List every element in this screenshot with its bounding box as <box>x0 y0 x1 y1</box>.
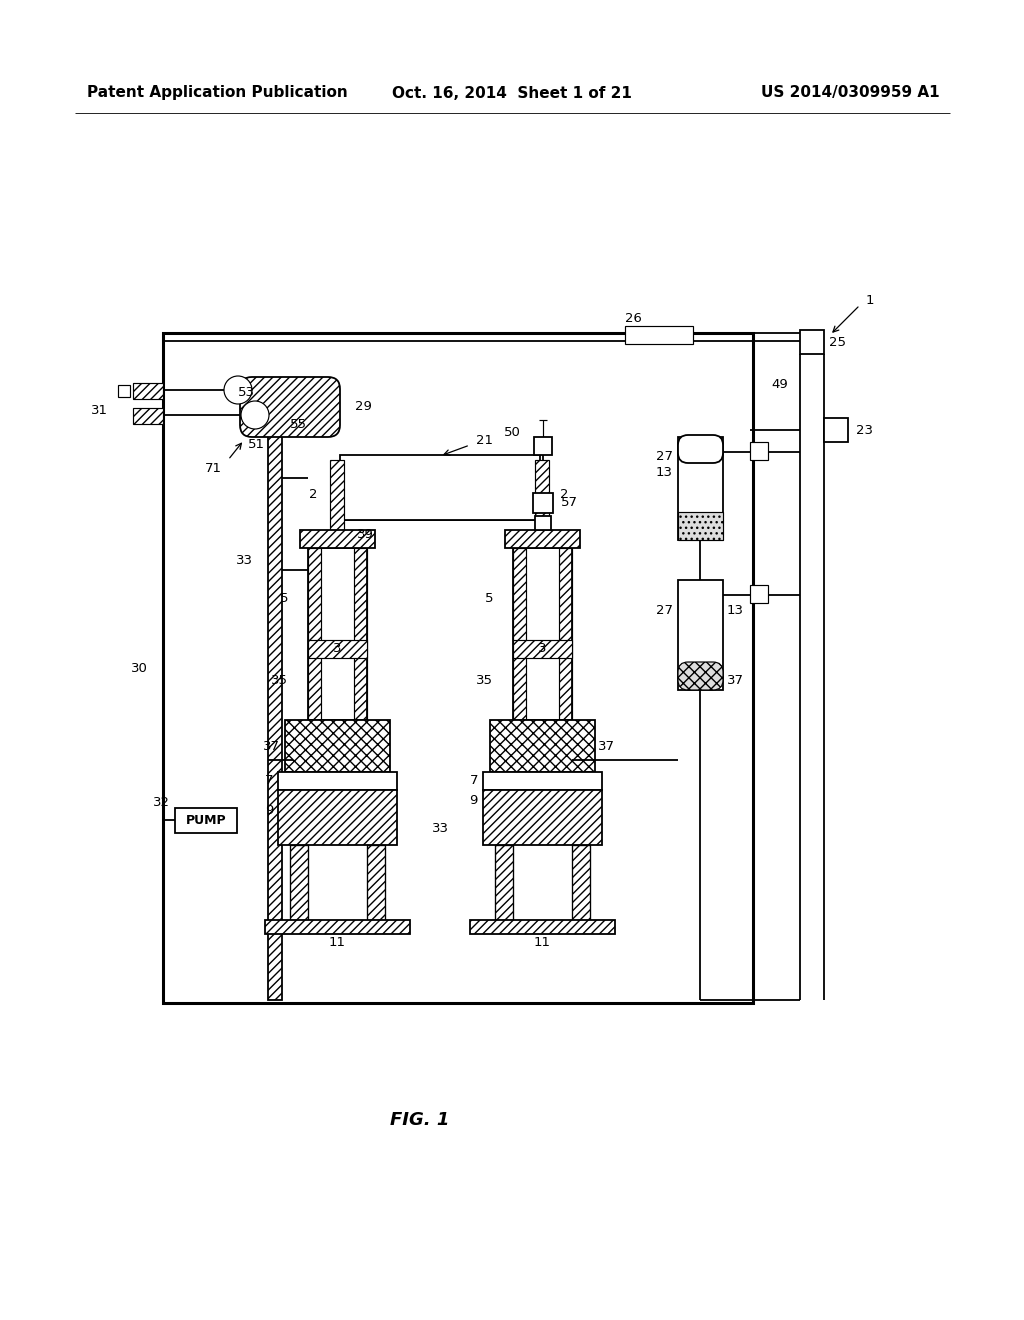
FancyBboxPatch shape <box>678 663 723 690</box>
FancyBboxPatch shape <box>240 378 340 437</box>
Bar <box>513 640 572 657</box>
Text: 53: 53 <box>238 385 255 399</box>
Text: 71: 71 <box>205 462 222 474</box>
Bar <box>625 326 693 345</box>
Text: 23: 23 <box>856 424 873 437</box>
Bar <box>133 408 163 424</box>
Text: 37: 37 <box>263 739 280 752</box>
Bar <box>367 845 385 920</box>
Bar <box>133 383 163 399</box>
Bar <box>534 492 553 513</box>
Bar <box>175 808 237 833</box>
Text: 7: 7 <box>469 775 478 788</box>
Bar <box>678 437 723 540</box>
Bar <box>367 845 385 920</box>
Bar <box>800 330 824 354</box>
Text: 27: 27 <box>656 603 673 616</box>
Circle shape <box>241 401 269 429</box>
Text: 11: 11 <box>534 936 551 949</box>
Bar <box>678 579 723 690</box>
Text: 26: 26 <box>625 312 642 325</box>
Text: 30: 30 <box>131 661 148 675</box>
Bar <box>163 333 753 1003</box>
Text: 57: 57 <box>561 495 578 508</box>
Text: 50: 50 <box>504 425 521 438</box>
Text: Patent Application Publication: Patent Application Publication <box>87 86 348 100</box>
Text: 7: 7 <box>264 775 273 788</box>
Bar <box>513 548 572 719</box>
Bar <box>490 719 595 772</box>
Text: 25: 25 <box>829 335 846 348</box>
Text: 11: 11 <box>329 936 345 949</box>
Text: 33: 33 <box>431 821 449 834</box>
Text: 13: 13 <box>727 603 744 616</box>
Text: 2: 2 <box>560 488 568 502</box>
Bar <box>330 459 344 531</box>
Text: 3: 3 <box>538 642 546 655</box>
Text: PUMP: PUMP <box>185 813 226 826</box>
Bar <box>495 845 513 920</box>
Bar <box>308 548 367 719</box>
Bar <box>678 512 723 540</box>
Text: 13: 13 <box>656 466 673 479</box>
Bar <box>483 772 602 789</box>
FancyBboxPatch shape <box>678 436 723 463</box>
Text: 32: 32 <box>153 796 170 809</box>
Text: 27: 27 <box>656 450 673 463</box>
Bar <box>534 437 552 455</box>
Bar <box>513 548 526 719</box>
Text: US 2014/0309959 A1: US 2014/0309959 A1 <box>762 86 940 100</box>
Text: 31: 31 <box>91 404 108 417</box>
Bar <box>268 429 282 1001</box>
Bar <box>750 585 768 603</box>
Text: 9: 9 <box>264 804 273 817</box>
Bar <box>559 548 572 719</box>
Bar <box>572 845 590 920</box>
Bar <box>483 789 602 845</box>
Text: 49: 49 <box>771 379 788 392</box>
Bar <box>265 920 410 935</box>
Bar <box>750 442 768 459</box>
Text: 39: 39 <box>357 528 374 541</box>
Text: 35: 35 <box>476 673 493 686</box>
Text: 37: 37 <box>727 673 744 686</box>
Text: 35: 35 <box>271 673 288 686</box>
Text: 3: 3 <box>333 642 341 655</box>
Bar <box>535 459 549 531</box>
Bar <box>340 455 540 520</box>
Bar <box>470 920 615 935</box>
Bar <box>118 385 130 397</box>
Text: 21: 21 <box>476 433 493 446</box>
Bar <box>824 418 848 442</box>
Text: 29: 29 <box>355 400 372 413</box>
Bar <box>572 845 590 920</box>
Text: 5: 5 <box>280 591 288 605</box>
Text: Oct. 16, 2014  Sheet 1 of 21: Oct. 16, 2014 Sheet 1 of 21 <box>392 86 632 100</box>
Text: 2: 2 <box>309 488 318 502</box>
Bar <box>354 548 367 719</box>
Text: 9: 9 <box>470 793 478 807</box>
Bar <box>308 640 367 657</box>
Bar <box>290 845 308 920</box>
Text: 5: 5 <box>484 591 493 605</box>
Bar <box>308 548 321 719</box>
Bar <box>535 516 551 531</box>
Bar <box>285 719 390 772</box>
Bar <box>495 845 513 920</box>
Text: 33: 33 <box>236 553 253 566</box>
Text: 37: 37 <box>598 739 615 752</box>
Text: 51: 51 <box>248 438 265 451</box>
Circle shape <box>224 376 252 404</box>
Text: FIG. 1: FIG. 1 <box>390 1111 450 1129</box>
Bar <box>505 531 580 548</box>
Text: 1: 1 <box>866 293 874 306</box>
Bar <box>300 531 375 548</box>
Bar <box>290 845 308 920</box>
Bar <box>278 772 397 789</box>
Text: 55: 55 <box>290 418 307 432</box>
Bar <box>278 789 397 845</box>
